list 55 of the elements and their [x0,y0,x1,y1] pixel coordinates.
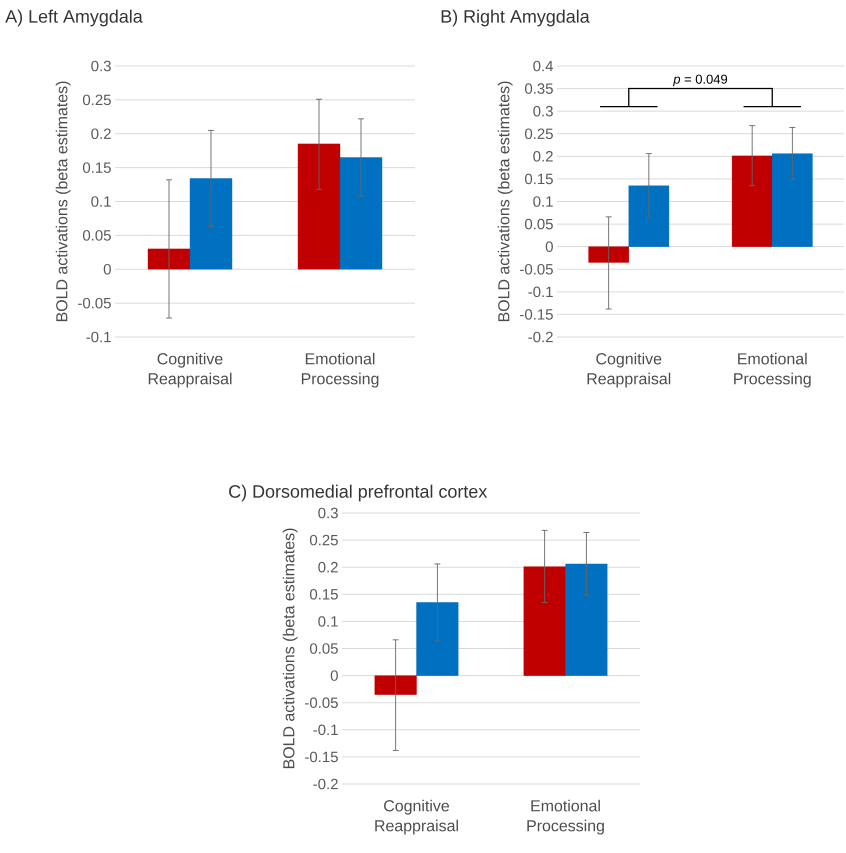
y-tick-label: 0.25 [82,94,111,106]
y-tick-label: 0.3 [91,60,111,72]
bar [340,157,382,270]
x-tick-label: Emotional Processing [734,352,811,388]
y-tick-label: 0.35 [524,83,553,94]
bar [524,566,566,676]
y-tick-label: 0.2 [91,128,111,140]
x-tick-label: Cognitive Reappraisal [588,352,670,388]
y-tick-label: -0.15 [305,752,338,762]
y-tick-label: 0.1 [533,196,553,207]
y-axis-title: BOLD activations (beta estimates) [282,528,298,768]
y-tick-label: -0.1 [528,286,553,298]
x-tick-label: Cognitive Reappraisal [375,800,458,835]
y-tick-label: 0.15 [82,162,111,173]
y-tick-label: -0.2 [313,778,338,790]
bar [772,153,813,247]
y-tick-label: 0 [330,670,338,681]
y-tick-label: -0.2 [528,332,553,342]
y-tick-label: -0.05 [305,697,338,708]
bar [298,144,340,270]
y-tick-label: 0.05 [310,643,338,654]
y-tick-label: -0.1 [86,332,111,342]
chart-title: A) Left Amygdala [5,10,143,26]
bar [565,564,608,676]
annotation: p = 0.049 [672,74,728,86]
y-tick-label: 0.15 [524,174,553,184]
y-axis-title: BOLD activations (beta estimates) [56,82,71,322]
y-tick-label: -0.05 [520,264,553,275]
y-tick-label: 0.1 [318,616,338,627]
y-tick-label: 0.3 [318,508,338,518]
bar [148,248,190,270]
y-tick-label: 0.25 [310,534,338,546]
y-axis-title: BOLD activations (beta estimates) [498,82,513,322]
x-tick-label: Emotional Processing [527,800,604,835]
y-tick-label: 0.2 [533,151,553,162]
y-tick-label: -0.15 [520,309,553,320]
y-tick-label: 0.15 [310,589,338,600]
bar [732,156,772,247]
y-tick-label: 0.25 [524,128,553,140]
chart-title: B) Right Amygdala [442,10,590,26]
y-tick-label: -0.05 [78,298,111,308]
y-tick-label: 0.05 [524,218,553,230]
y-tick-label: 0.3 [533,106,553,116]
x-tick-label: Cognitive Reappraisal [148,352,232,388]
y-tick-label: 0 [546,241,553,252]
y-tick-label: 0.4 [533,60,554,72]
y-tick-label: -0.1 [313,724,338,736]
y-tick-label: 0 [104,264,111,275]
y-tick-label: 0.1 [91,196,111,207]
x-tick-label: Emotional Processing [302,352,378,388]
bar [374,675,417,695]
chart-title: C) Dorsomedial prefrontal cortex [229,484,488,502]
y-tick-label: 0.05 [82,230,111,241]
bar [588,246,629,263]
y-tick-label: 0.2 [318,562,338,572]
